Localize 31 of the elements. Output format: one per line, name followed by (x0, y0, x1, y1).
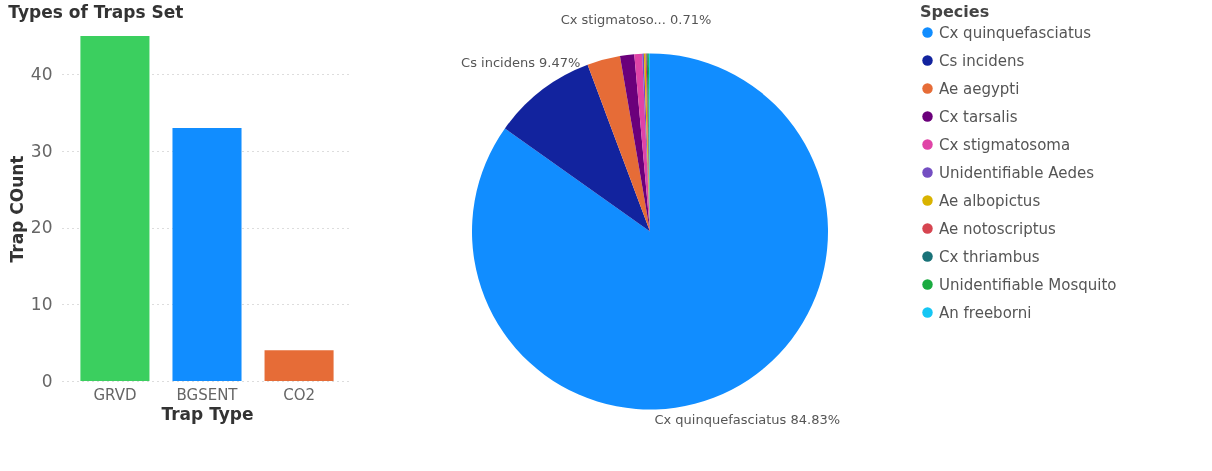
y-tick-label: 20 (30, 217, 53, 238)
bar (264, 350, 334, 381)
legend-label: Cx thriambus (939, 247, 1040, 266)
data-label: Cx quinquefasciatus 84.83% (654, 411, 841, 427)
chart-title: Types of Traps Set (8, 2, 184, 22)
legend-title: Species (920, 2, 990, 21)
legend-label: An freeborni (939, 303, 1032, 322)
x-axis-title: Trap Type (161, 403, 254, 424)
y-axis-title: Trap COunt (6, 155, 27, 263)
bar (80, 36, 150, 381)
legend-label: Ae albopictus (939, 191, 1041, 210)
legend-label: Cs incidens (939, 51, 1025, 70)
x-tick-label: GRVD (93, 385, 137, 404)
legend-label: Unidentifiable Aedes (939, 163, 1095, 182)
x-tick-label: CO2 (283, 385, 315, 404)
data-label: Cx stigmatoso... 0.71% (560, 11, 712, 27)
pie-slice (619, 54, 650, 232)
x-tick-label: BGSENT (176, 385, 239, 404)
y-tick-label: 10 (30, 293, 53, 314)
y-tick-label: 30 (30, 140, 53, 161)
legend-label: Cx tarsalis (939, 107, 1018, 126)
legend-label: Cx quinquefasciatus (939, 23, 1092, 42)
pie-slice (587, 56, 650, 232)
legend-label: Ae notoscriptus (939, 219, 1057, 238)
data-label: Cs incidens 9.47% (461, 55, 581, 71)
y-tick-label: 0 (41, 370, 53, 391)
y-tick-label: 40 (30, 63, 53, 84)
legend-label: Unidentifiable Mosquito (939, 275, 1117, 294)
legend-label: Cx stigmatosoma (939, 135, 1071, 154)
legend-label: Ae aegypti (939, 79, 1020, 98)
bar (172, 128, 242, 381)
